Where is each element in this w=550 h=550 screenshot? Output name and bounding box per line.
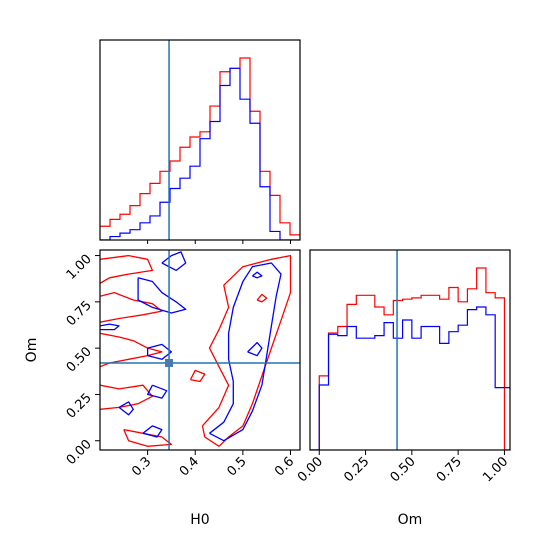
h0-tick-label: 0.3: [129, 454, 154, 479]
h0-marginal-panel: [99, 39, 301, 244]
h0-tick-label: 0.6: [272, 454, 297, 479]
joint-contour-blue: [209, 262, 282, 442]
om-marginal-tick-label: 0.25: [341, 454, 372, 485]
om-tick-label: 0.00: [64, 437, 95, 468]
joint-contour-red: [100, 384, 154, 410]
om-tick-label: 0.25: [64, 391, 95, 422]
joint-contour-blue: [100, 323, 120, 331]
om-axis-label: Om: [24, 338, 40, 363]
joint-truth-marker: [165, 358, 174, 367]
om-marginal-tick-label: 0.75: [434, 454, 465, 485]
h0-tick-label: 0.4: [177, 454, 202, 479]
joint-contour-blue: [161, 251, 187, 272]
joint-contour-red: [100, 254, 154, 284]
om-marginal-axis-label: Om: [398, 512, 423, 528]
h0-marginal-ticks: [147, 240, 291, 244]
om-histogram-series: [310, 267, 510, 450]
om-marginal-panel: 0.00 0.25 0.50 0.75 1.00 Om: [295, 249, 511, 528]
joint-contour-red: [189, 369, 206, 383]
om-marginal-tick-label: 0.00: [295, 454, 326, 485]
joint-y-axis: 0.00 0.25 0.50 0.75 1.00: [64, 252, 100, 468]
joint-contour-red: [100, 332, 163, 368]
joint-contour-blue: [251, 271, 263, 279]
h0-histogram-blue: [100, 67, 300, 240]
joint-contour-blue: [118, 401, 134, 416]
om-marginal-tick-label: 1.00: [480, 454, 511, 485]
om-tick-label: 1.00: [64, 252, 95, 283]
joint-contour-red: [123, 428, 173, 447]
joint-x-axis: 0.3 0.4 0.5 0.6: [129, 450, 297, 479]
om-marginal-frame: [309, 249, 511, 451]
joint-contour-series: [100, 251, 292, 447]
joint-panel: 0.3 0.4 0.5 0.6 0.00 0.25 0.50 0.75 1.00 H0 Om: [24, 249, 301, 528]
om-tick-label: 0.50: [64, 344, 95, 375]
om-x-axis: 0.00 0.25 0.50 0.75 1.00: [295, 450, 511, 485]
joint-contour-blue: [142, 425, 163, 438]
joint-contour-blue: [137, 277, 187, 314]
h0-tick-label: 0.5: [224, 454, 249, 479]
h0-histogram-red: [100, 57, 300, 236]
om-tick-label: 0.75: [64, 298, 95, 329]
joint-frame: [99, 249, 301, 451]
h0-histogram-series: [100, 57, 300, 240]
joint-contour-red: [201, 254, 292, 447]
om-histogram-red: [310, 267, 510, 450]
joint-contour-blue: [247, 341, 263, 357]
om-histogram-blue: [310, 306, 510, 450]
om-marginal-tick-label: 0.50: [388, 454, 419, 485]
joint-contour-blue: [146, 384, 168, 399]
joint-contour-red: [100, 291, 163, 323]
h0-axis-label: H0: [190, 512, 209, 528]
joint-contour-blue: [146, 343, 173, 360]
joint-contour-red: [256, 293, 268, 303]
h0-marginal-frame: [99, 39, 301, 241]
